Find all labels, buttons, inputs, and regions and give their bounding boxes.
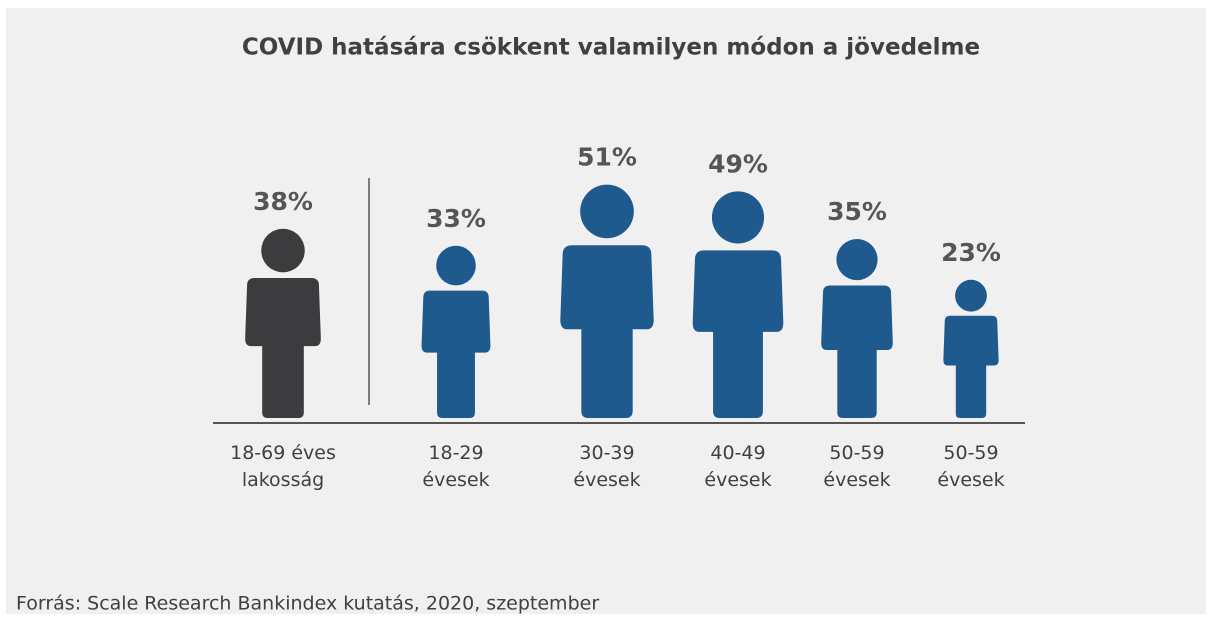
source: Forrás: Scale Research Bankindex kutatás… (16, 593, 599, 615)
person-icon (692, 191, 784, 418)
value-label: 33% (426, 204, 486, 233)
value-label: 51% (577, 143, 637, 172)
chart-area: COVID hatására csökkent valamilyen módon… (6, 8, 1206, 614)
category-label: 18-69 éves lakosság (230, 442, 336, 491)
value-label: 23% (941, 238, 1001, 267)
icon-head (836, 239, 878, 281)
icon-body (421, 290, 491, 418)
value-label: 38% (253, 187, 313, 216)
icon-head (711, 191, 765, 244)
value-label: 35% (827, 197, 887, 226)
icon-body (821, 285, 893, 418)
icon-head (580, 184, 634, 239)
person-icon (943, 279, 999, 418)
person-icon (560, 184, 654, 418)
chart: COVID hatására csökkent valamilyen módon… (16, 35, 1025, 615)
person-icon (421, 245, 491, 418)
icon-head (955, 279, 987, 312)
category-label: 50-59 évesek (937, 442, 1005, 491)
chart-title: COVID hatására csökkent valamilyen módon… (242, 35, 980, 61)
icon-head (261, 228, 305, 273)
icon-body (245, 277, 321, 418)
category-label: 50-59 évesek (823, 442, 891, 491)
person-icon (821, 239, 893, 418)
icon-body (560, 245, 654, 418)
value-label: 49% (708, 149, 768, 178)
category-label: 18-29 évesek (422, 442, 490, 491)
icon-body (692, 250, 784, 418)
category-label: 30-39 évesek (573, 442, 641, 491)
icon-body (943, 315, 999, 418)
icon-head (436, 245, 476, 286)
category-label: 40-49 évesek (704, 442, 772, 491)
person-icon (245, 228, 321, 418)
